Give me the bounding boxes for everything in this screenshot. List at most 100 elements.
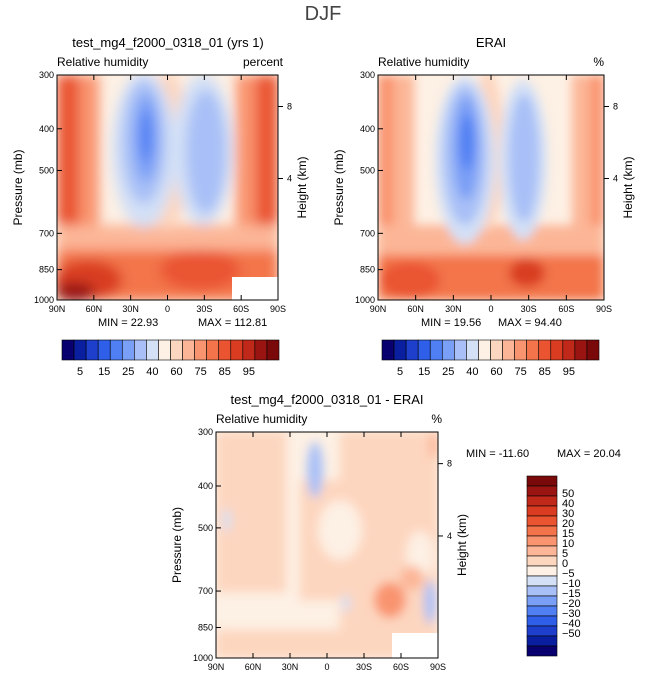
panel-diff-field bbox=[216, 432, 438, 658]
diff-ytick-label: 1000 bbox=[193, 653, 213, 663]
colorbar-swatch bbox=[538, 339, 552, 361]
colorbar-label: 5 bbox=[562, 548, 568, 560]
colorbar-obs: 5 15 25 40 60 75 85 95 bbox=[381, 339, 600, 378]
colorbar-swatch bbox=[526, 595, 558, 607]
obs-xtick-label: 60S bbox=[558, 304, 574, 314]
colorbar-swatch bbox=[526, 485, 558, 497]
obs-xtick-label: 0 bbox=[488, 304, 493, 314]
colorbar-swatch bbox=[526, 575, 558, 587]
panel-diff-title: test_mg4_f2000_0318_01 - ERAI bbox=[231, 392, 424, 407]
obs-xtick-label: 30S bbox=[521, 304, 537, 314]
season-title: DJF bbox=[305, 3, 342, 25]
colorbar-swatch bbox=[526, 495, 558, 507]
diff-y2label: Height (km) bbox=[455, 514, 469, 576]
colorbar-swatch bbox=[405, 339, 419, 361]
model-ytick-label: 500 bbox=[39, 165, 54, 175]
colorbar-label: 85 bbox=[219, 366, 231, 378]
colorbar-label: 60 bbox=[170, 366, 182, 378]
colorbar-swatch bbox=[574, 339, 588, 361]
colorbar-swatch bbox=[109, 339, 123, 361]
obs-ytick-label: 850 bbox=[360, 265, 375, 275]
diff-xtick-label: 30N bbox=[282, 662, 299, 672]
obs-xtick-label: 90N bbox=[370, 304, 387, 314]
colorbar-swatch bbox=[254, 339, 268, 361]
panel-obs-units: % bbox=[593, 55, 604, 69]
panel-obs-field bbox=[378, 75, 604, 300]
obs-xtick-label: 60N bbox=[407, 304, 424, 314]
diff-xtick-label: 60N bbox=[245, 662, 262, 672]
colorbar-swatch bbox=[526, 565, 558, 577]
panel-diff-min: MIN = -11.60 bbox=[466, 448, 529, 460]
colorbar-swatch bbox=[206, 339, 220, 361]
colorbar-label: 60 bbox=[490, 366, 502, 378]
colorbar-swatch bbox=[97, 339, 111, 361]
colorbar-swatch bbox=[526, 545, 558, 557]
model-xtick-label: 90N bbox=[49, 304, 66, 314]
colorbar-swatch bbox=[502, 339, 515, 361]
panel-obs-min: MIN = 19.56 bbox=[421, 317, 481, 329]
colorbar-swatch bbox=[526, 585, 558, 597]
colorbar-swatch bbox=[526, 605, 558, 617]
colorbar-label: −20 bbox=[562, 598, 581, 610]
panel-diff: test_mg4_f2000_0318_01 - ERAI Relative h… bbox=[170, 392, 621, 672]
colorbar-swatch bbox=[490, 339, 503, 361]
obs-ytick-label: 1000 bbox=[355, 295, 375, 305]
panel-obs-variable: Relative humidity bbox=[378, 55, 469, 69]
colorbar-label: 15 bbox=[562, 528, 574, 540]
colorbar-label: −40 bbox=[562, 618, 581, 630]
diff-xtick-label: 0 bbox=[324, 662, 329, 672]
diff-ytick-label: 700 bbox=[198, 586, 213, 596]
colorbar-swatch bbox=[417, 339, 431, 361]
colorbar-label: 50 bbox=[562, 488, 574, 500]
model-ylabel: Pressure (mb) bbox=[11, 149, 25, 225]
colorbar-swatch bbox=[526, 515, 558, 527]
colorbar-swatch bbox=[586, 339, 600, 361]
model-xtick-label: 60N bbox=[86, 304, 103, 314]
obs-ytick-label: 700 bbox=[360, 228, 375, 238]
panel-model: test_mg4_f2000_0318_01 (yrs 1) Relative … bbox=[11, 35, 309, 329]
colorbar-swatch bbox=[121, 339, 135, 361]
colorbar-label: 10 bbox=[562, 538, 574, 550]
colorbar-label: 25 bbox=[122, 366, 134, 378]
model-y2tick-label: 4 bbox=[287, 174, 292, 184]
colorbar-label: 40 bbox=[562, 498, 574, 510]
colorbar-swatch bbox=[550, 339, 564, 361]
model-y2label: Height (km) bbox=[295, 156, 309, 218]
panel-diff-axes: 90N 60N 30N 0 30S 60S 90S 300 400 500 700 850 1000 Pr… bbox=[170, 427, 469, 672]
colorbar-label: −15 bbox=[562, 588, 581, 600]
model-xtick-label: 90S bbox=[270, 304, 286, 314]
colorbar-swatch bbox=[218, 339, 232, 361]
diff-xtick-label: 90N bbox=[208, 662, 225, 672]
colorbar-label: 25 bbox=[442, 366, 454, 378]
obs-xtick-label: 90S bbox=[596, 304, 612, 314]
diff-ytick-label: 850 bbox=[198, 622, 213, 632]
model-ytick-label: 1000 bbox=[34, 295, 54, 305]
diff-ylabel: Pressure (mb) bbox=[170, 507, 184, 583]
diff-xtick-label: 90S bbox=[430, 662, 446, 672]
colorbar-swatch bbox=[182, 339, 195, 361]
panel-model-max: MAX = 112.81 bbox=[198, 317, 267, 329]
colorbar-label: 40 bbox=[466, 366, 478, 378]
panel-model-title: test_mg4_f2000_0318_01 (yrs 1) bbox=[72, 35, 264, 50]
obs-ytick-label: 400 bbox=[360, 124, 375, 134]
colorbar-label: 95 bbox=[563, 366, 575, 378]
panel-diff-max: MAX = 20.04 bbox=[557, 448, 621, 460]
colorbar-model: 5 15 25 40 60 75 85 95 bbox=[61, 339, 280, 378]
colorbar-swatch bbox=[526, 625, 558, 637]
panel-model-min: MIN = 22.93 bbox=[98, 317, 158, 329]
colorbar-swatch bbox=[526, 535, 558, 547]
colorbar-swatch bbox=[478, 339, 491, 361]
colorbar-swatch bbox=[381, 339, 395, 361]
panel-model-units: percent bbox=[243, 55, 284, 69]
diff-ytick-label: 400 bbox=[198, 481, 213, 491]
colorbar-swatch bbox=[526, 525, 558, 537]
colorbar-swatch bbox=[526, 505, 558, 517]
diff-y2tick-label: 4 bbox=[447, 531, 452, 541]
colorbar-swatch bbox=[73, 339, 87, 361]
colorbar-swatch bbox=[266, 339, 280, 361]
panel-diff-units: % bbox=[431, 412, 442, 426]
colorbar-label: 95 bbox=[243, 366, 255, 378]
obs-y2tick-label: 4 bbox=[613, 174, 618, 184]
